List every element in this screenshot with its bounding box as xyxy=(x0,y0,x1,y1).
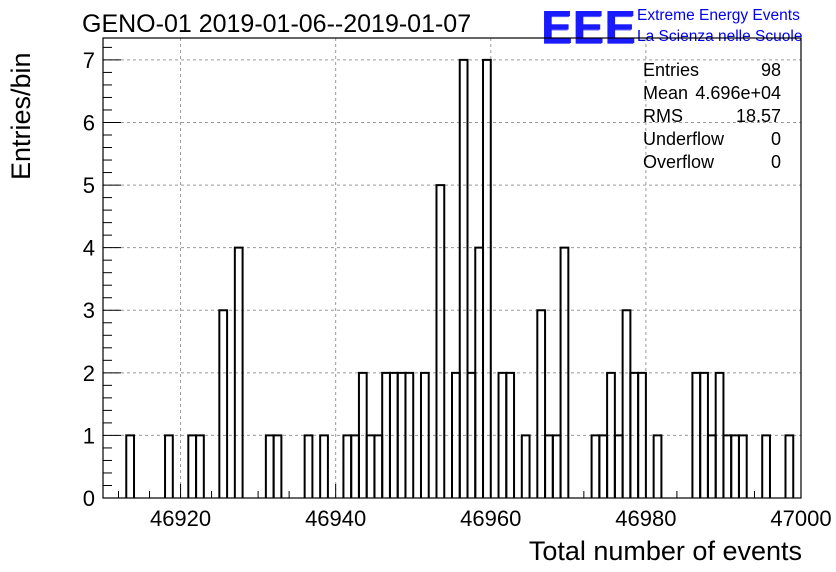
stats-row: Underflow 0 xyxy=(643,129,781,151)
histogram-bin xyxy=(551,434,562,498)
stats-row: Entries 98 xyxy=(643,60,781,82)
histogram-bin xyxy=(272,434,283,498)
histogram-bin xyxy=(187,434,198,498)
chart-title: GENO-01 2019-01-06--2019-01-07 xyxy=(82,10,472,38)
histogram-bin xyxy=(482,58,492,498)
logo-line-1: Extreme Energy Events xyxy=(637,7,800,24)
y-tick-label: 4 xyxy=(83,236,95,261)
stats-label: Underflow xyxy=(643,129,725,149)
x-tick-label: 46940 xyxy=(305,506,366,531)
y-tick-label: 7 xyxy=(83,48,95,73)
histogram-bin xyxy=(784,434,795,498)
stats-row: Overflow 0 xyxy=(643,152,781,174)
histogram-bin xyxy=(559,246,570,498)
y-tick-label: 0 xyxy=(83,486,95,511)
histogram-bin xyxy=(621,309,632,498)
histogram-bin xyxy=(233,246,244,498)
histogram-bin xyxy=(264,434,275,498)
x-tick-label: 46920 xyxy=(150,506,211,531)
x-axis-label: Total number of events xyxy=(528,536,802,566)
y-tick-label: 2 xyxy=(83,361,95,386)
histogram-bin xyxy=(303,434,314,498)
stats-row: Mean 4.696e+04 xyxy=(643,83,781,105)
histogram-bin xyxy=(761,434,771,498)
histogram-bin xyxy=(637,371,647,498)
histogram-bin xyxy=(505,371,516,498)
histogram-bin xyxy=(590,434,601,498)
histogram-bin xyxy=(404,371,415,498)
x-tick-label: 46960 xyxy=(460,506,521,531)
histogram-bin xyxy=(520,434,531,498)
histogram-bin xyxy=(365,434,376,498)
histogram-bin xyxy=(598,434,609,498)
histogram-bin xyxy=(730,434,740,498)
y-tick-label: 5 xyxy=(83,173,95,198)
stats-value: 98 xyxy=(760,60,781,80)
histogram-bin xyxy=(164,434,174,498)
stats-value: 0 xyxy=(770,129,781,149)
stats-value: 0 xyxy=(770,152,781,172)
stats-value: 18.57 xyxy=(735,106,781,126)
histogram-bin xyxy=(737,434,748,498)
x-tick-label: 46980 xyxy=(615,506,676,531)
histogram-bin xyxy=(435,184,446,498)
stats-label: Mean xyxy=(643,83,689,103)
histogram-bin xyxy=(350,434,360,498)
histogram-bin xyxy=(722,434,733,498)
plot-frame xyxy=(102,37,802,499)
stats-label: Overflow xyxy=(643,152,715,172)
x-tick-label: 47000 xyxy=(770,506,831,531)
histogram-bin xyxy=(125,434,136,498)
stats-label: RMS xyxy=(643,106,683,126)
y-tick-label: 1 xyxy=(83,423,95,448)
histogram-bin xyxy=(319,434,329,498)
y-tick-label: 3 xyxy=(83,298,95,323)
histogram-bin xyxy=(342,434,353,498)
logo-line-2: La Scienza nelle Scuole xyxy=(637,28,803,45)
histogram-bin xyxy=(373,434,384,498)
histogram-bin xyxy=(195,434,205,498)
stats-row: RMS 18.57 xyxy=(643,106,781,128)
histogram-bin xyxy=(419,371,430,498)
eee-logo-mark: EEE xyxy=(541,1,637,53)
histogram-bin xyxy=(218,309,229,498)
stats-value: 4.696e+04 xyxy=(695,83,781,103)
histogram-bin xyxy=(458,58,469,498)
y-axis-label: Entries/bin xyxy=(6,52,36,180)
y-tick-label: 6 xyxy=(83,110,95,135)
stats-label: Entries xyxy=(643,60,700,80)
histogram-bin xyxy=(706,434,717,498)
histogram-bin xyxy=(536,309,547,498)
histogram-bin xyxy=(613,434,624,498)
histogram-bin xyxy=(544,434,554,498)
eee-logo: EEE Extreme Energy Events La Scienza nel… xyxy=(541,1,831,53)
histogram-bin xyxy=(652,434,663,498)
